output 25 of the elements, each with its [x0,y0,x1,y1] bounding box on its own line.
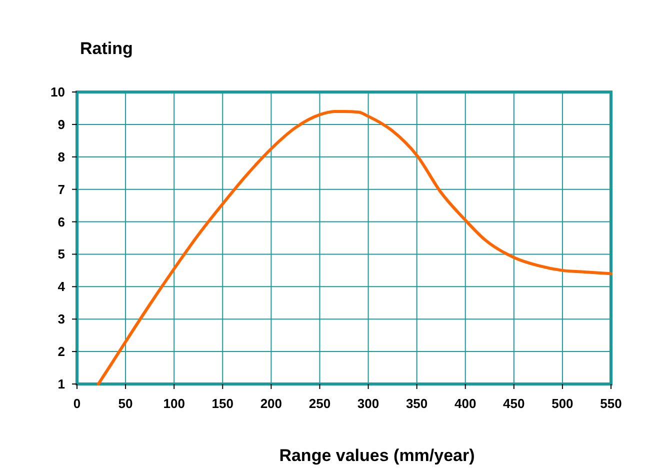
y-tick-label: 7 [58,182,65,197]
x-tick-label: 450 [503,396,525,411]
y-axis-title: Rating [80,39,133,58]
x-tick-label: 0 [73,396,81,411]
x-tick-label: 400 [454,396,476,411]
y-tick-label: 3 [58,312,65,327]
x-tick-label: 150 [212,396,234,411]
y-tick-label: 1 [58,376,65,392]
x-tick-label: 350 [406,396,428,411]
line-series [96,110,612,386]
x-tick-label: 550 [600,396,622,411]
y-tick-label: 8 [58,149,65,164]
y-tick-label: 5 [58,246,65,262]
x-tick-label: 200 [260,396,282,411]
y-tick-label: 9 [58,116,65,132]
y-tick-label: 10 [50,84,65,100]
x-tick-label: 100 [163,396,185,411]
y-tick-label: 4 [58,279,66,294]
x-tick-label: 250 [308,396,331,411]
y-tick-label: 2 [58,344,65,360]
y-tick-label: 6 [58,214,65,230]
x-tick-label: 500 [552,396,574,411]
x-tick-label: 300 [357,396,380,411]
x-tick-label: 50 [118,396,133,411]
x-axis-title: Range values (mm/year) [279,446,475,465]
